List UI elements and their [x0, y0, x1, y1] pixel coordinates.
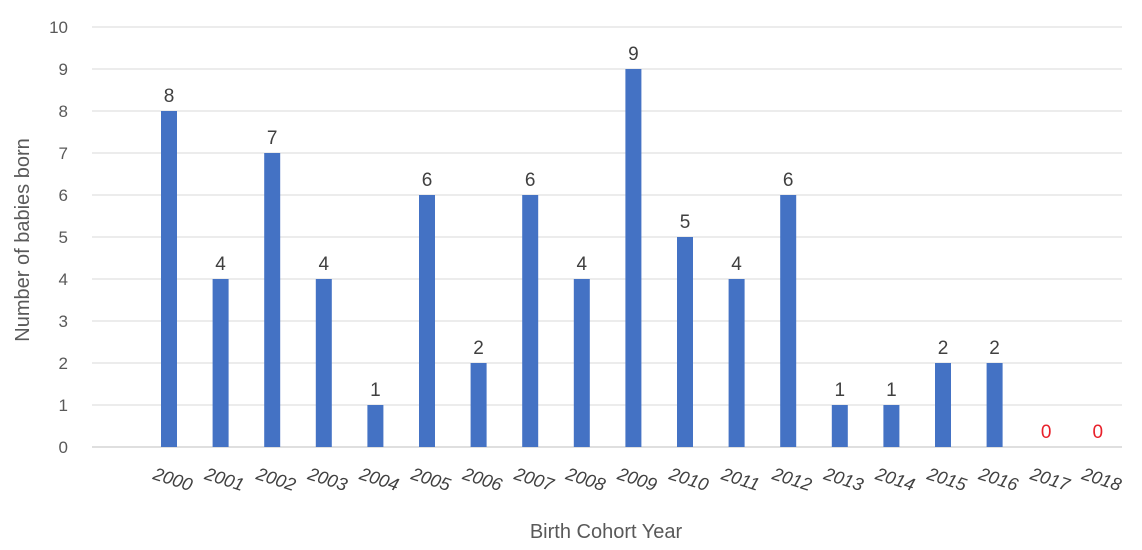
y-tick-label: 3 [59, 312, 68, 331]
x-axis-title: Birth Cohort Year [530, 521, 683, 543]
data-label: 0 [1093, 422, 1104, 443]
bar [573, 279, 590, 447]
bar [883, 405, 900, 447]
x-tick-label: 2017 [1027, 463, 1073, 495]
x-tick-label: 2011 [718, 463, 762, 494]
data-labels: 8 4 7 4 1 6 2 6 4 9 5 4 6 1 1 2 2 0 0 [164, 44, 1103, 443]
y-axis-ticks: 0 1 2 3 4 5 6 7 8 9 10 [49, 18, 68, 457]
x-tick-label: 2018 [1079, 463, 1124, 495]
bar [677, 237, 693, 447]
y-tick-label: 10 [49, 18, 68, 37]
x-tick-label: 2006 [459, 463, 505, 495]
data-label: 6 [525, 170, 536, 191]
data-label: 4 [577, 254, 588, 275]
bar [986, 363, 1003, 447]
x-tick-label: 2013 [821, 463, 866, 495]
data-label: 2 [473, 338, 484, 359]
data-label: 5 [680, 212, 691, 233]
data-label: 4 [319, 254, 330, 275]
x-tick-label: 2014 [872, 463, 917, 495]
x-tick-label: 2015 [924, 463, 970, 495]
x-tick-label: 2007 [511, 463, 557, 495]
bar [728, 279, 745, 447]
bar [625, 69, 642, 447]
data-label: 8 [164, 86, 175, 107]
data-label: 6 [783, 170, 794, 191]
bar [367, 405, 384, 447]
data-label: 1 [886, 380, 897, 401]
gridlines [92, 26, 1122, 448]
x-tick-label: 2016 [975, 463, 1021, 495]
x-tick-label: 2005 [408, 463, 454, 495]
y-tick-label: 7 [59, 144, 68, 163]
bars [161, 69, 1003, 447]
data-label: 7 [267, 128, 278, 149]
data-label: 1 [835, 380, 846, 401]
y-axis-title: Number of babies born [12, 138, 34, 341]
y-tick-label: 6 [59, 186, 68, 205]
bar [831, 405, 848, 447]
bar [470, 363, 487, 447]
data-label: 0 [1041, 422, 1052, 443]
x-tick-label: 2008 [563, 463, 608, 495]
x-tick-label: 2004 [356, 463, 401, 495]
data-label: 4 [731, 254, 742, 275]
y-tick-label: 5 [59, 228, 68, 247]
bar [212, 279, 229, 447]
bar [315, 279, 332, 447]
bar [780, 195, 797, 447]
y-tick-label: 8 [59, 102, 68, 121]
x-axis-ticks: 2000 2001 2002 2003 2004 2005 2006 2007 2008 2009… [150, 463, 1124, 495]
bar [419, 195, 435, 447]
y-tick-label: 2 [59, 354, 68, 373]
x-tick-label: 2001 [201, 463, 246, 495]
x-tick-label: 2002 [253, 463, 298, 495]
x-tick-label: 2009 [614, 463, 659, 495]
data-label: 4 [215, 254, 226, 275]
data-label: 9 [628, 44, 639, 65]
y-tick-label: 1 [59, 396, 68, 415]
bar [522, 195, 539, 447]
data-label: 2 [938, 338, 949, 359]
y-tick-label: 9 [59, 60, 68, 79]
x-tick-label: 2000 [150, 463, 195, 495]
x-tick-label: 2012 [769, 463, 814, 495]
data-label: 1 [370, 380, 381, 401]
bar [935, 363, 951, 447]
data-label: 6 [422, 170, 433, 191]
y-tick-label: 4 [59, 270, 68, 289]
x-tick-label: 2003 [305, 463, 350, 495]
bar [161, 111, 177, 447]
data-label: 2 [989, 338, 1000, 359]
bar [264, 153, 281, 447]
y-tick-label: 0 [59, 438, 68, 457]
x-tick-label: 2010 [666, 463, 711, 495]
